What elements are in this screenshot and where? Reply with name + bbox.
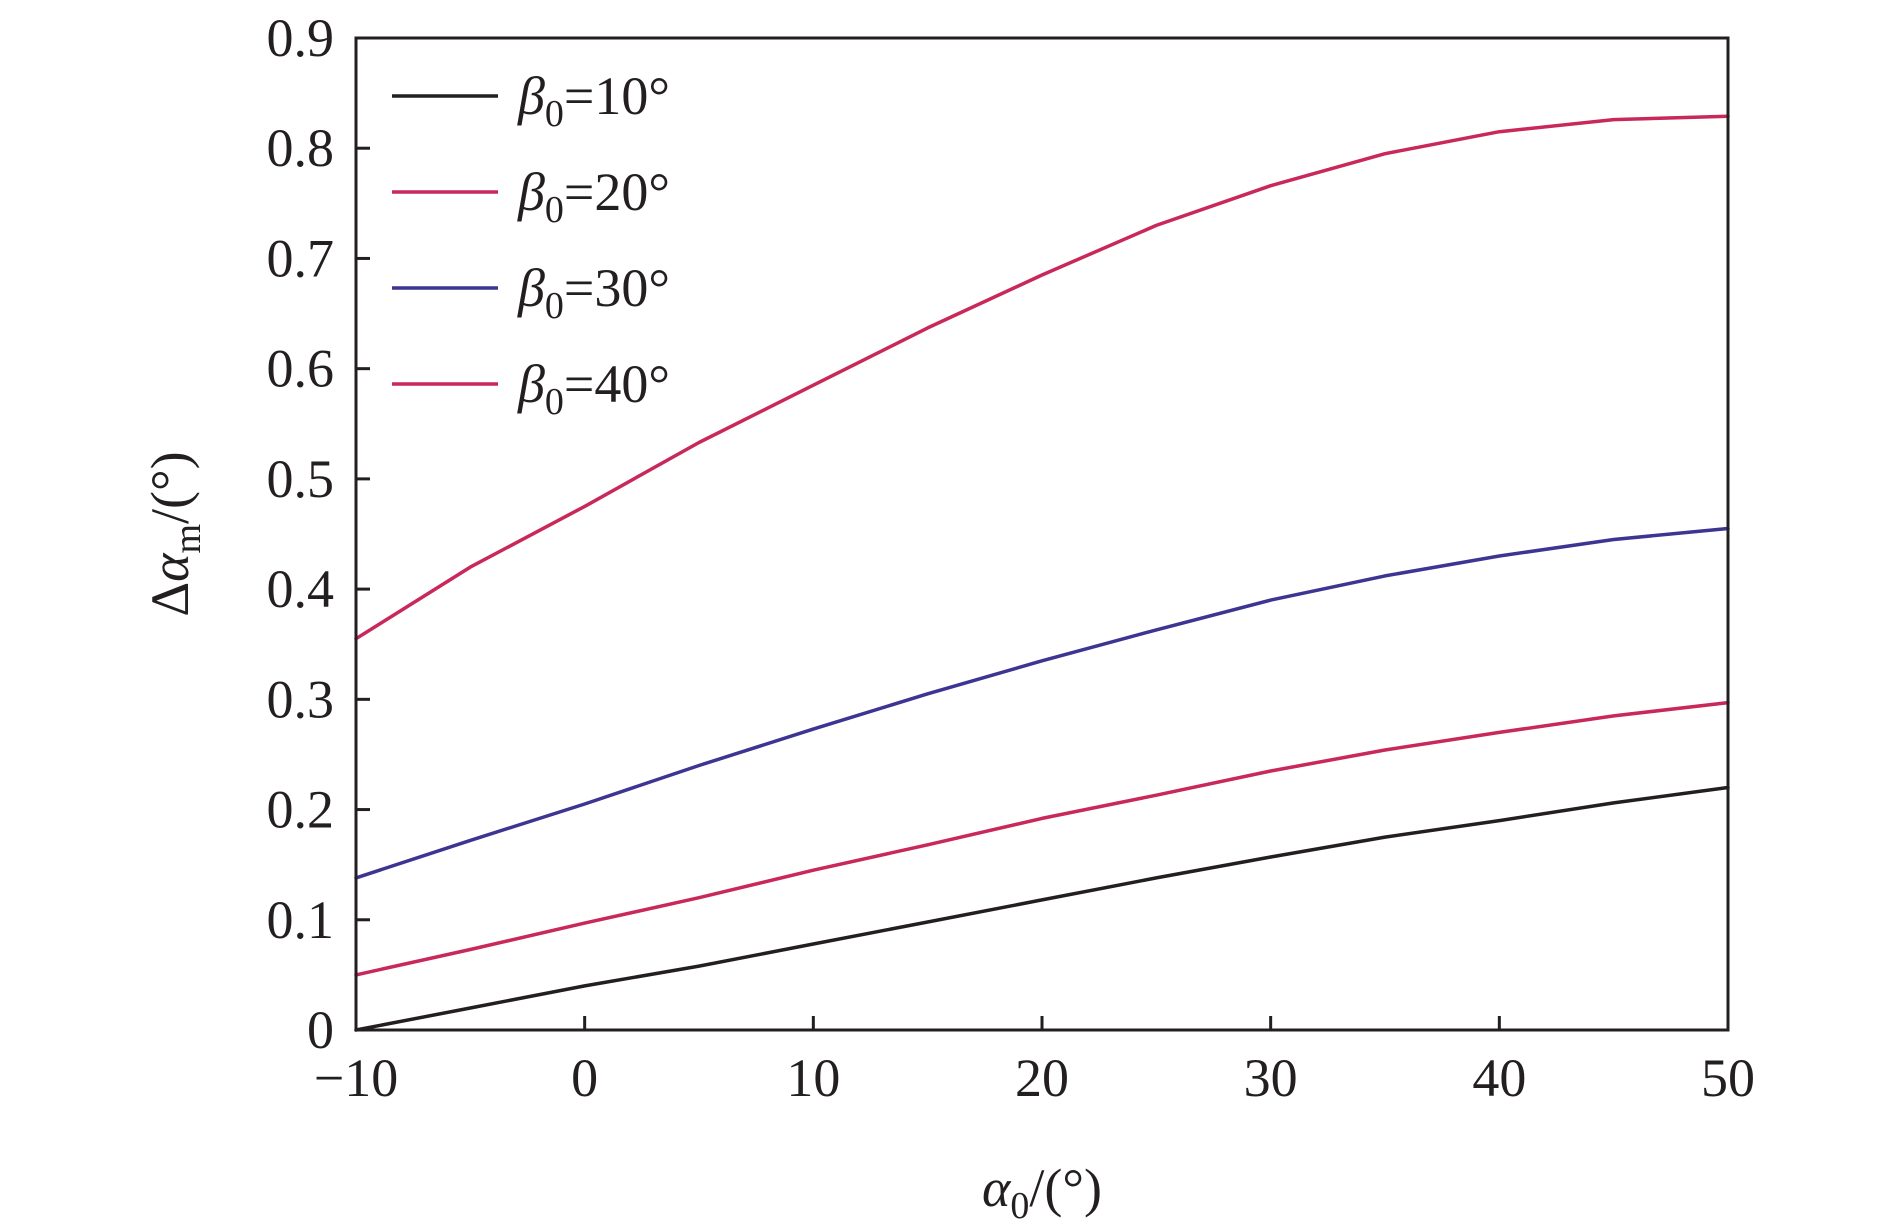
legend-label: β0=20° — [517, 162, 670, 231]
x-tick-label: 40 — [1472, 1048, 1526, 1108]
y-tick-label: 0.1 — [267, 890, 335, 950]
legend-subscript: 0 — [545, 93, 564, 135]
y-axis-subscript: m — [167, 524, 209, 554]
y-axis-prefix: Δ — [140, 582, 200, 617]
y-tick-label: 0.6 — [267, 339, 335, 399]
legend-symbol: β — [517, 354, 545, 414]
x-axis-symbol: α — [982, 1158, 1012, 1218]
y-tick-label: 0.8 — [267, 118, 335, 178]
legend-value: =20° — [564, 162, 670, 222]
x-tick-label: 30 — [1244, 1048, 1298, 1108]
legend-label: β0=40° — [517, 354, 670, 423]
y-tick-label: 0.2 — [267, 780, 335, 840]
legend-value: =30° — [564, 258, 670, 318]
legend-value: =40° — [564, 354, 670, 414]
y-tick-label: 0.7 — [267, 228, 335, 288]
series-layer — [354, 114, 1730, 1032]
series-line-4 — [354, 114, 1730, 641]
legend-symbol: β — [517, 66, 545, 126]
legend-symbol: β — [517, 258, 545, 318]
y-tick-label: 0.5 — [267, 449, 335, 509]
y-tick-label: 0.3 — [267, 669, 335, 729]
legend-subscript: 0 — [545, 285, 564, 327]
y-axis-unit: /(°) — [140, 451, 200, 524]
x-tick-label: 20 — [1015, 1048, 1069, 1108]
legend-subscript: 0 — [545, 189, 564, 231]
y-axis-symbol: α — [140, 552, 200, 582]
x-tick-label: 50 — [1701, 1048, 1755, 1108]
y-axis-title: Δαm/(°) — [140, 451, 209, 616]
ticks-layer: −10 0 10 20 30 40 5000.10.20.30.40.50.60.70.80… — [267, 8, 1756, 1108]
x-axis-subscript: 0 — [1010, 1185, 1029, 1226]
x-tick-label: 0 — [571, 1048, 598, 1108]
legend-subscript: 0 — [545, 381, 564, 423]
x-tick-label: −10 — [314, 1048, 398, 1108]
series-line-3 — [354, 526, 1730, 880]
y-tick-label: 0.4 — [267, 559, 335, 619]
legend-symbol: β — [517, 162, 545, 222]
x-axis-unit: /(°) — [1029, 1158, 1102, 1218]
x-axis-title: α0/(°) — [982, 1158, 1102, 1226]
legend-label: β0=30° — [517, 258, 670, 327]
legend-value: =10° — [564, 66, 670, 126]
legend-label: β0=10° — [517, 66, 670, 135]
legend: β0=10°β0=20°β0=30°β0=40° — [392, 66, 670, 423]
y-tick-label: 0.9 — [267, 8, 335, 68]
series-line-1 — [354, 785, 1730, 1032]
y-tick-label: 0 — [307, 1000, 334, 1060]
series-line-2 — [354, 700, 1730, 977]
x-tick-label: 10 — [786, 1048, 840, 1108]
